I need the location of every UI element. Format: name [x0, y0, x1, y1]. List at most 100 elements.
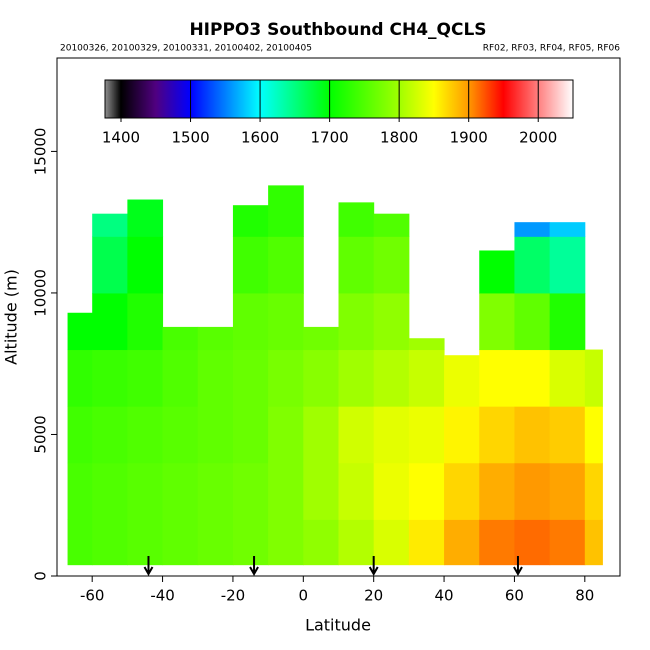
data-cell	[232, 349, 269, 407]
data-cell	[338, 202, 375, 237]
plot-frame	[56, 57, 621, 577]
x-tick-label: 20	[364, 587, 383, 605]
data-cell	[408, 519, 445, 566]
data-cell	[479, 292, 515, 351]
data-cell	[408, 338, 445, 351]
data-cell	[338, 519, 375, 566]
data-cell	[479, 250, 515, 294]
data-cell	[303, 406, 339, 464]
data-cell	[444, 519, 480, 566]
data-cell	[444, 355, 480, 407]
data-cell	[408, 462, 445, 520]
y-axis-label: Altitude (m)	[2, 269, 21, 365]
data-cell	[268, 349, 304, 407]
data-cell	[338, 406, 375, 464]
data-cell	[127, 519, 164, 566]
data-cell	[92, 236, 128, 294]
data-cell	[92, 349, 128, 407]
data-cell	[408, 406, 445, 464]
y-tick-label: 10000	[32, 269, 50, 317]
chart-title: HIPPO3 Southbound CH4_QCLS	[189, 20, 486, 40]
data-cell	[67, 312, 93, 351]
x-axis-label: Latitude	[305, 616, 371, 635]
data-cell	[92, 213, 128, 237]
data-cell	[584, 406, 603, 464]
data-cell	[373, 462, 410, 520]
data-cell	[303, 326, 339, 351]
data-cell	[232, 519, 269, 566]
data-cell	[549, 236, 586, 294]
data-cell	[479, 462, 515, 520]
data-cell	[197, 406, 234, 464]
data-cell	[127, 292, 164, 351]
data-cell	[268, 519, 304, 566]
data-cell	[514, 349, 551, 407]
data-cell	[197, 519, 234, 566]
y-tick-label: 0	[32, 571, 50, 581]
y-tick-label: 15000	[32, 128, 50, 176]
arrow	[368, 556, 379, 577]
data-cell	[162, 519, 199, 566]
data-cell	[67, 462, 93, 520]
data-cell	[268, 292, 304, 351]
data-cell	[584, 519, 603, 566]
data-cell	[303, 462, 339, 520]
arrow	[143, 556, 154, 577]
data-cell	[232, 292, 269, 351]
data-cell	[373, 236, 410, 294]
data-cell	[514, 519, 551, 566]
x-tick-label: 0	[299, 587, 309, 605]
colorbar-tick-label: 1700	[311, 129, 349, 147]
data-cell	[549, 406, 586, 464]
data-cell	[162, 406, 199, 464]
x-tick-label: -60	[80, 587, 105, 605]
y-tick-label: 5000	[32, 415, 50, 453]
data-cell	[232, 462, 269, 520]
data-cell	[549, 222, 586, 237]
data-cell	[197, 326, 234, 351]
data-cell	[373, 292, 410, 351]
colorbar-tick-label: 2000	[519, 129, 557, 147]
data-cell	[67, 349, 93, 407]
subtitle-left: 20100326, 20100329, 20100331, 20100402, …	[60, 44, 312, 54]
data-cell	[514, 462, 551, 520]
data-cell	[338, 236, 375, 294]
data-cell	[232, 205, 269, 237]
data-cell	[197, 349, 234, 407]
x-tick-label: 40	[435, 587, 454, 605]
data-cell	[408, 349, 445, 407]
colorbar-tick-label: 1800	[380, 129, 418, 147]
data-cell	[92, 406, 128, 464]
data-cell	[549, 519, 586, 566]
data-cell	[303, 519, 339, 566]
data-cell	[232, 406, 269, 464]
colorbar-tick-label: 1600	[241, 129, 279, 147]
data-cell	[162, 326, 199, 351]
colorbar-tick-label: 1900	[450, 129, 488, 147]
data-cell	[338, 292, 375, 351]
data-cell	[514, 406, 551, 464]
data-cell	[127, 199, 164, 237]
data-cell	[67, 519, 93, 566]
data-cell	[127, 462, 164, 520]
data-cell	[268, 462, 304, 520]
data-cell	[162, 349, 199, 407]
data-cell	[268, 236, 304, 294]
x-tick-label: 60	[505, 587, 524, 605]
data-cell	[479, 406, 515, 464]
data-cell	[303, 349, 339, 407]
data-cell	[338, 349, 375, 407]
data-cell	[373, 406, 410, 464]
data-cell	[127, 236, 164, 294]
data-cell	[549, 292, 586, 351]
data-cell	[268, 185, 304, 237]
data-cell	[92, 292, 128, 351]
data-cell	[373, 349, 410, 407]
data-cell	[549, 462, 586, 520]
data-cell	[92, 462, 128, 520]
subtitle-right: RF02, RF03, RF04, RF05, RF06	[483, 44, 621, 54]
colorbar-tick-label: 1500	[171, 129, 209, 147]
data-cell	[584, 349, 603, 407]
data-cell	[373, 213, 410, 237]
